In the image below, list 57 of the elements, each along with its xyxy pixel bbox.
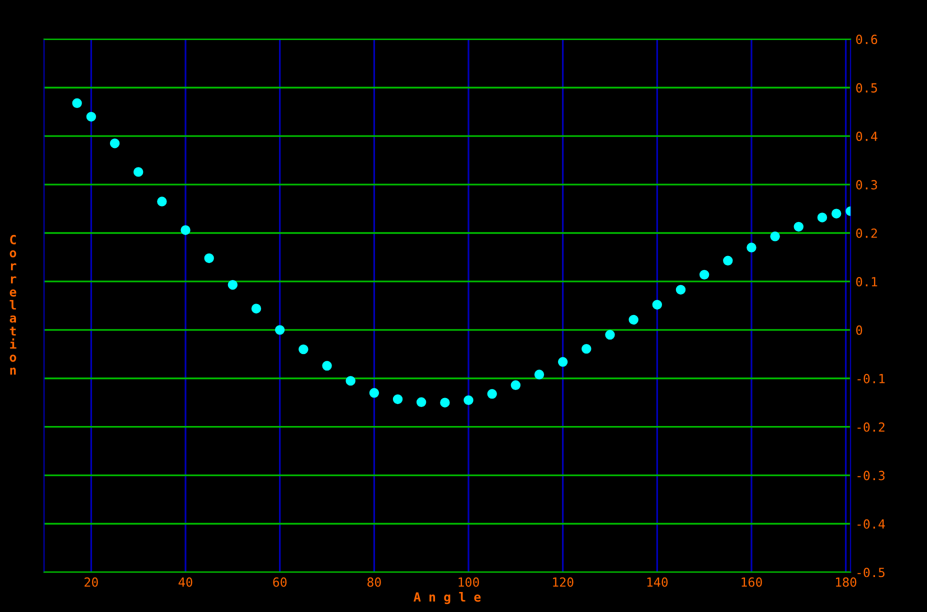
x-tick-label: 80 bbox=[367, 577, 381, 587]
x-tick-label: 160 bbox=[742, 577, 762, 587]
point bbox=[298, 344, 308, 354]
y-tick-label: 0.5 bbox=[856, 83, 877, 93]
point bbox=[510, 380, 521, 390]
point bbox=[699, 270, 710, 280]
point bbox=[794, 222, 804, 232]
text: C o r r e l a t i o n bbox=[10, 234, 16, 375]
y-tick-label: 0.4 bbox=[856, 132, 878, 142]
point bbox=[72, 98, 82, 108]
x-tick-label: 180 bbox=[836, 577, 856, 587]
point bbox=[605, 330, 615, 340]
point bbox=[770, 232, 780, 242]
x-tick-label: 140 bbox=[647, 577, 668, 587]
y-tick-label: 0.6 bbox=[856, 34, 878, 44]
point bbox=[180, 225, 190, 235]
point bbox=[746, 242, 756, 252]
point bbox=[157, 196, 167, 206]
y-tick-label: -0.5 bbox=[858, 568, 884, 578]
x-tick-label: 60 bbox=[273, 577, 287, 587]
point bbox=[369, 388, 380, 398]
x-tick-label: 120 bbox=[553, 577, 574, 587]
point bbox=[723, 256, 733, 266]
x-axis-title: A n g l e bbox=[414, 592, 481, 604]
y-tick-label: 0.2 bbox=[856, 228, 877, 238]
point bbox=[228, 280, 238, 290]
x-tick-label: 20 bbox=[84, 577, 98, 587]
point bbox=[251, 304, 262, 314]
point bbox=[133, 167, 144, 177]
y-tick-label: 0.1 bbox=[856, 276, 878, 286]
point bbox=[558, 357, 568, 367]
point bbox=[582, 344, 592, 354]
point bbox=[817, 212, 828, 222]
point bbox=[204, 253, 214, 264]
point bbox=[322, 360, 332, 371]
point bbox=[416, 397, 426, 407]
point bbox=[628, 314, 638, 325]
point bbox=[440, 398, 450, 408]
y-tick-label: -0.3 bbox=[858, 470, 885, 480]
point bbox=[832, 208, 842, 218]
point bbox=[86, 112, 96, 122]
y-tick-label: -0.4 bbox=[858, 519, 885, 529]
point bbox=[652, 300, 662, 310]
x-tick-label: 40 bbox=[178, 577, 192, 587]
point bbox=[392, 394, 403, 404]
point bbox=[274, 325, 285, 335]
point bbox=[487, 389, 497, 399]
point bbox=[346, 376, 356, 386]
point bbox=[110, 138, 120, 148]
y-tick-label: -0.2 bbox=[858, 422, 884, 432]
x-tick-label: 100 bbox=[458, 577, 479, 587]
y-tick-label: 0.3 bbox=[856, 180, 878, 190]
point bbox=[534, 370, 544, 380]
y-tick-label: 0 bbox=[856, 325, 862, 335]
point bbox=[676, 284, 686, 295]
y-tick-label: -0.1 bbox=[858, 374, 885, 384]
point bbox=[464, 395, 474, 406]
